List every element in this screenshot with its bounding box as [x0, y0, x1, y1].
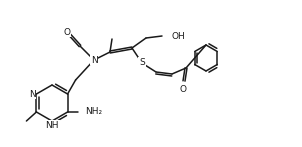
Text: O: O: [63, 27, 70, 36]
Text: O: O: [179, 85, 187, 94]
Text: N: N: [29, 90, 35, 98]
Text: NH: NH: [45, 121, 59, 130]
Text: S: S: [139, 57, 145, 66]
Text: N: N: [91, 56, 97, 65]
Text: NH₂: NH₂: [85, 107, 103, 117]
Text: OH: OH: [171, 31, 185, 41]
